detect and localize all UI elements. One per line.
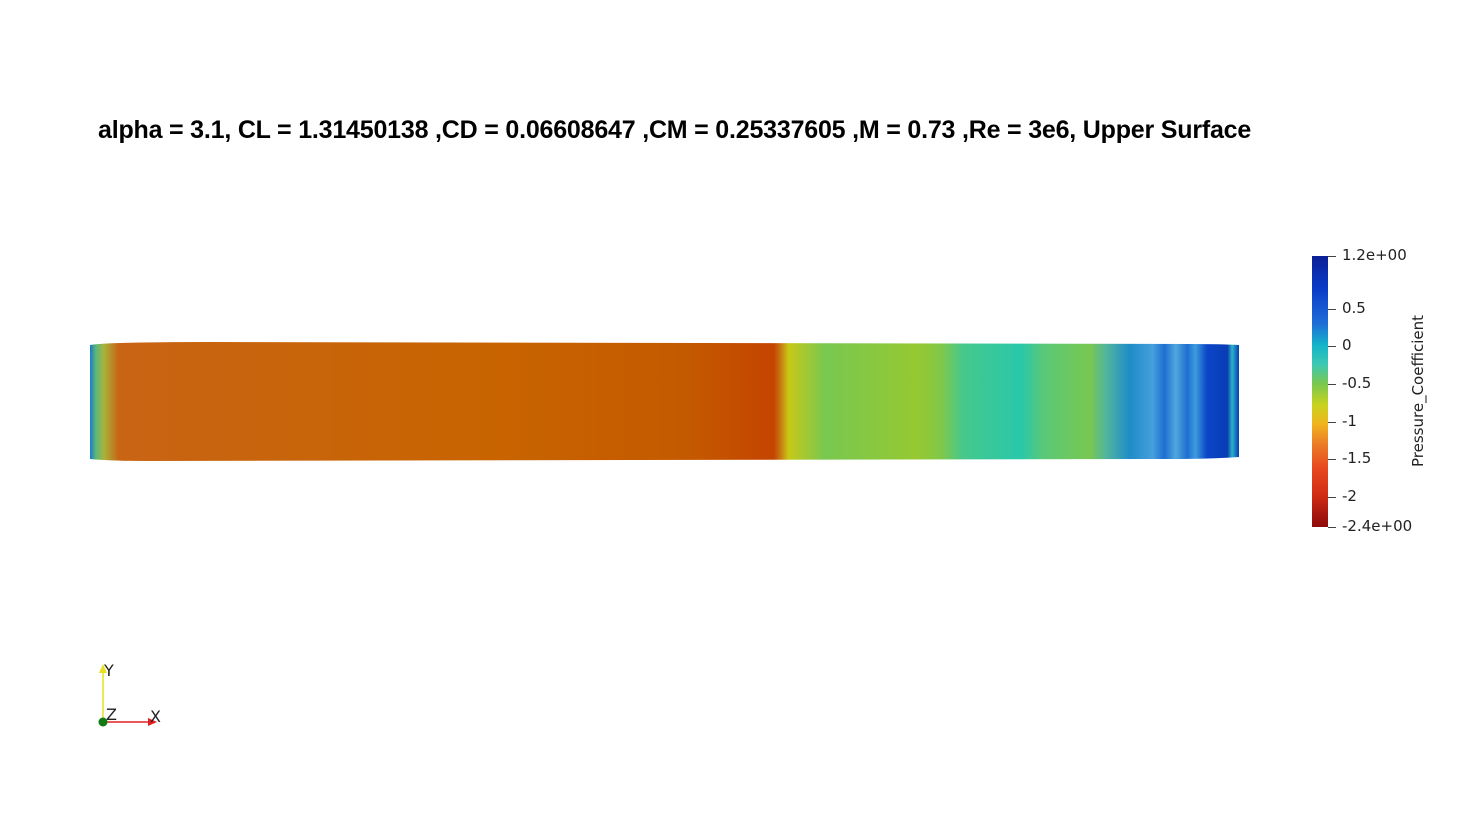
colorbar-tick	[1328, 309, 1336, 310]
orientation-axes	[98, 664, 157, 727]
colorbar-tick-label: -2.4e+00	[1342, 517, 1413, 535]
colorbar-tick-label: -2	[1342, 487, 1357, 505]
colorbar-tick-label: 0.5	[1342, 299, 1366, 317]
colorbar-tick-label: 0	[1342, 336, 1352, 354]
colorbar-tick-label: 1.2e+00	[1342, 246, 1407, 264]
y-axis-label: Y	[104, 661, 114, 680]
colorbar	[1312, 256, 1328, 527]
colorbar-tick	[1328, 459, 1336, 460]
colorbar-tick	[1328, 346, 1336, 347]
colorbar-tick	[1328, 256, 1336, 257]
colorbar-tick-label: -0.5	[1342, 374, 1372, 392]
x-axis-label: X	[150, 707, 161, 726]
z-axis-label: Z	[106, 705, 117, 724]
colorbar-tick	[1328, 422, 1336, 423]
colorbar-title: Pressure_Coefficient	[1409, 315, 1427, 467]
upper-surface-contour	[90, 342, 1239, 461]
colorbar-tick	[1328, 384, 1336, 385]
colorbar-tick	[1328, 527, 1336, 528]
colorbar-tick-label: -1	[1342, 412, 1357, 430]
colorbar-tick-label: -1.5	[1342, 449, 1372, 467]
colorbar-tick	[1328, 497, 1336, 498]
plot-title: alpha = 3.1, CL = 1.31450138 ,CD = 0.066…	[98, 116, 1252, 144]
